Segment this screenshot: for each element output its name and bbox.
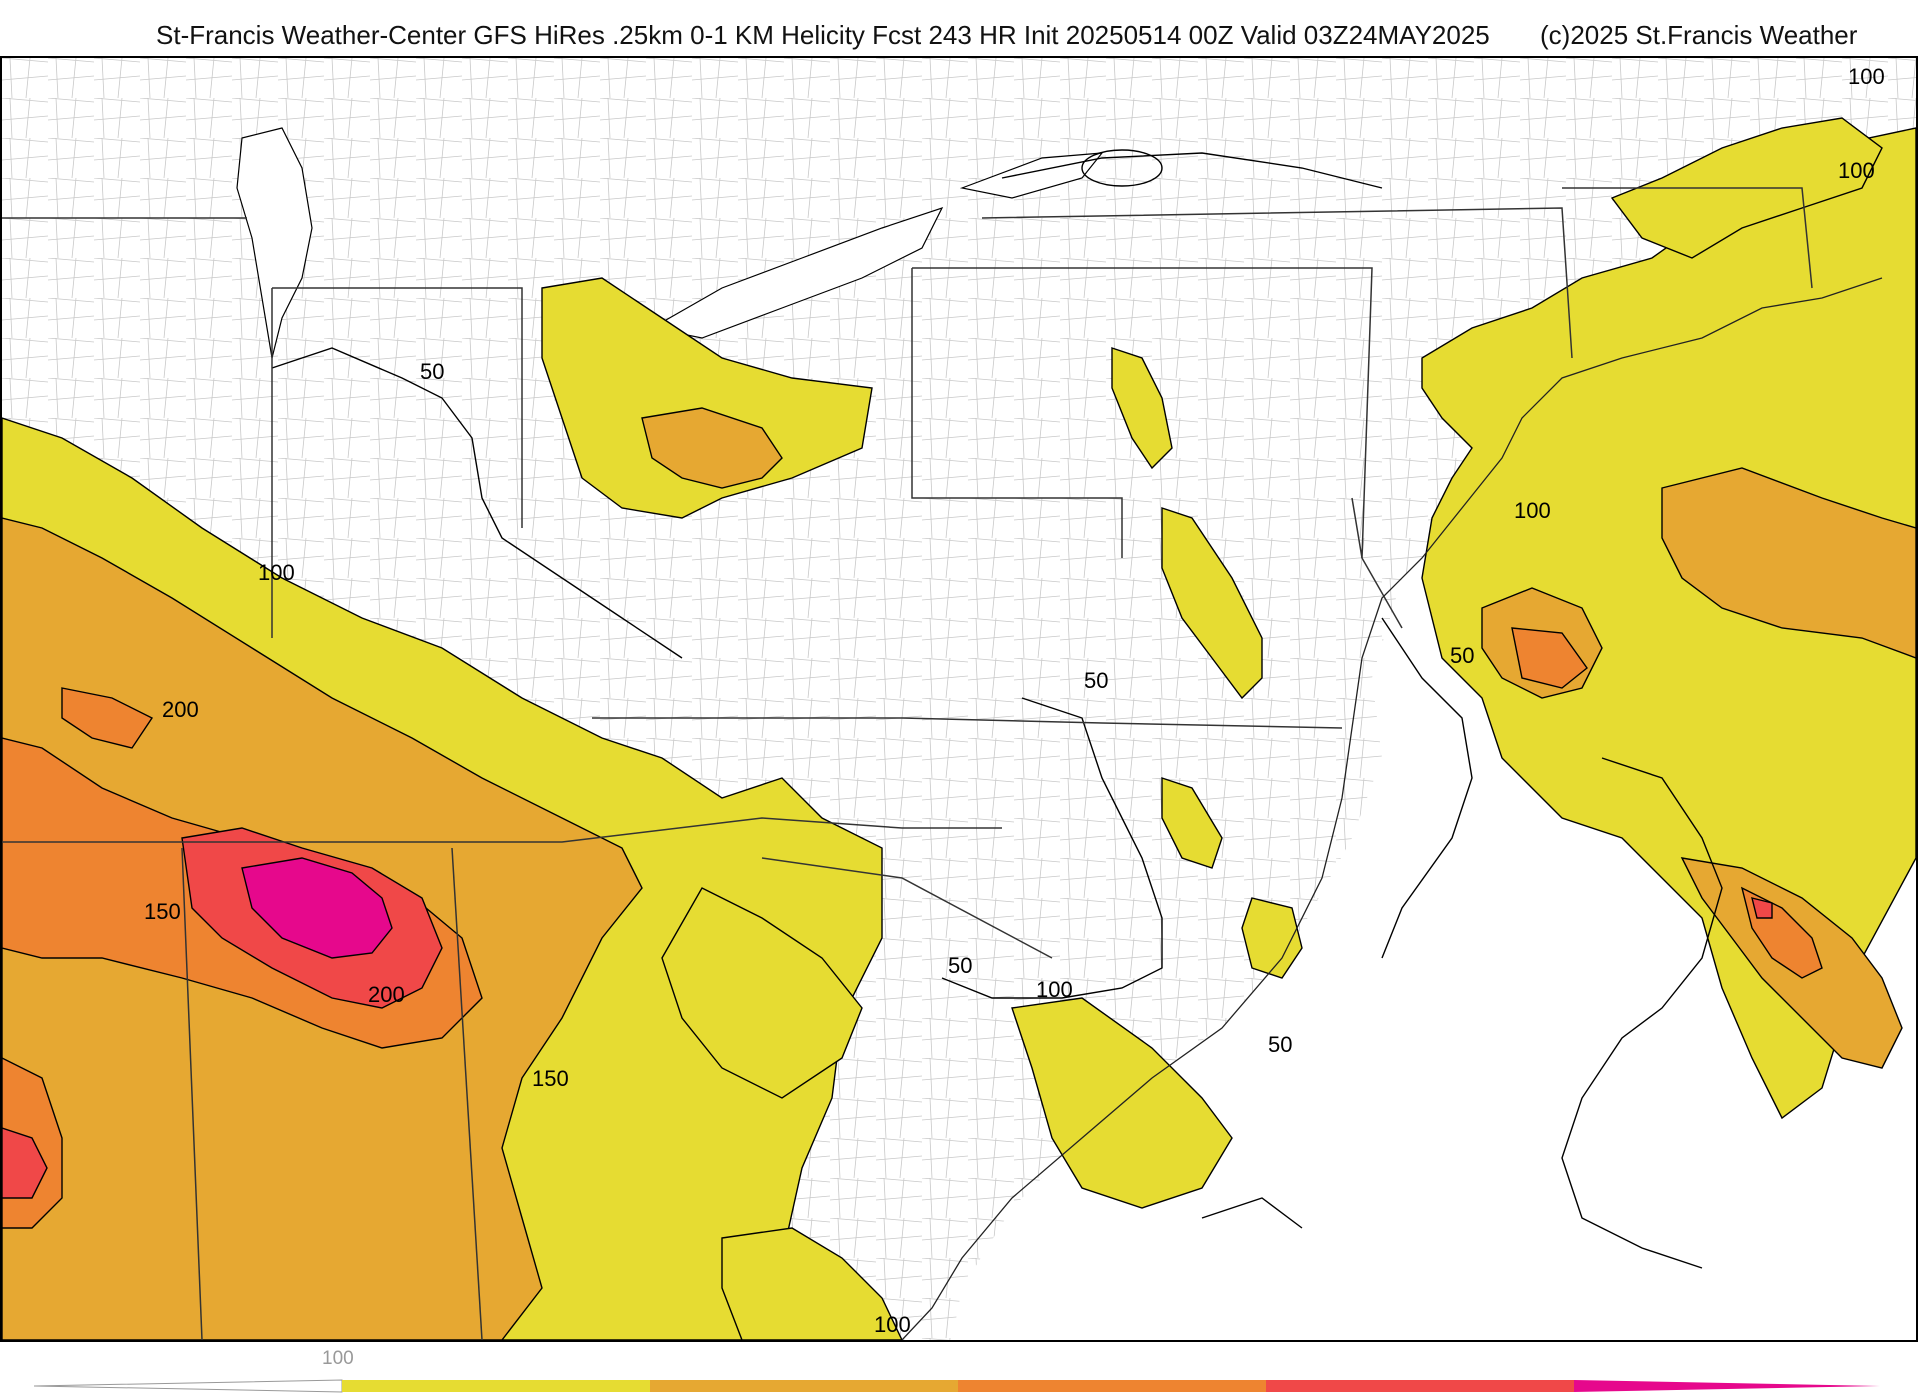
map-header: St-Francis Weather-Center GFS HiRes .25k… (0, 10, 1920, 58)
map-title: St-Francis Weather-Center GFS HiRes .25k… (156, 20, 1490, 50)
map-panel: 50 100 200 150 200 150 50 50 100 50 100 … (0, 56, 1918, 1342)
contour-label: 50 (948, 953, 972, 978)
helicity-region-georgia-coast (721, 1227, 903, 1340)
contour-label: 100 (1036, 977, 1073, 1002)
legend-segment-under-50 (33, 1379, 343, 1393)
helicity-region-chesapeake (1241, 897, 1303, 979)
legend-bar (33, 1379, 1880, 1393)
helicity-region-delmarva (1161, 507, 1263, 700)
contour-label: 50 (1084, 668, 1108, 693)
copyright-notice: (c)2025 St.Francis Weather (1540, 20, 1858, 50)
contour-label: 100 (874, 1312, 911, 1337)
helicity-region-gulfstream-peak (1751, 897, 1773, 919)
contour-label: 50 (1268, 1032, 1292, 1057)
helicity-region-va (1161, 777, 1223, 869)
helicity-region-ocean-east (1661, 467, 1916, 659)
contour-label: 100 (1838, 158, 1875, 183)
contour-label: 50 (1450, 643, 1474, 668)
contour-label: 100 (258, 560, 295, 585)
helicity-250-plus (241, 857, 393, 959)
contour-label: 200 (162, 697, 199, 722)
helicity-region-carolinas (661, 887, 863, 1099)
contour-label: 100 (1514, 498, 1551, 523)
helicity-region-peak (241, 857, 393, 959)
coastline (901, 277, 1883, 1340)
contour-label: 200 (368, 982, 405, 1007)
legend-segment-50-100 (342, 1380, 650, 1392)
helicity-region-ohio-core (641, 407, 783, 489)
lake-erie (650, 206, 944, 339)
helicity-region-pa (1111, 347, 1173, 470)
legend-segment-150-200 (958, 1380, 1266, 1392)
helicity-contour-lines (271, 149, 1723, 1269)
contour-label-group: 50 100 200 150 200 150 50 50 100 50 100 … (144, 64, 1885, 1337)
helicity-region-missouri-core (61, 687, 154, 749)
contour-label: 150 (532, 1066, 569, 1091)
helicity-map: 50 100 200 150 200 150 50 50 100 50 100 … (2, 58, 1916, 1340)
legend-segment-100-150 (650, 1380, 958, 1392)
contour-label: 100 (1848, 64, 1885, 89)
contour-label: 50 (420, 359, 444, 384)
helicity-region-texas-inner (2, 1127, 48, 1199)
legend-segment-200-250 (1266, 1380, 1574, 1392)
legend-segment-250-plus (1574, 1380, 1880, 1392)
lake-michigan (236, 127, 313, 359)
lake-ontario (959, 152, 1104, 199)
legend-tick-label: 100 (322, 1348, 354, 1369)
helicity-region-indiana (541, 277, 873, 519)
contour-label: 150 (144, 899, 181, 924)
helicity-region-atlantic-inner (1511, 627, 1588, 689)
state-borders (2, 187, 1813, 1340)
color-legend: 100 (0, 1342, 1920, 1400)
